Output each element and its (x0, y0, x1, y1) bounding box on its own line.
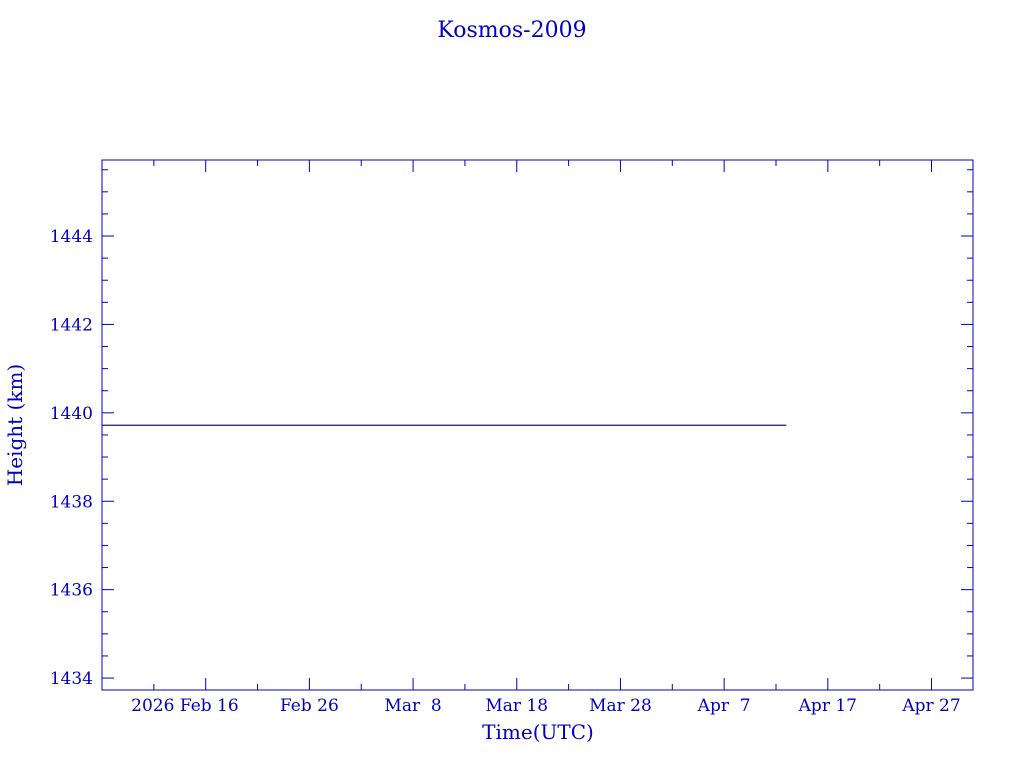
chart-title: Kosmos-2009 (437, 18, 586, 43)
y-tick-label: 1442 (50, 315, 93, 335)
y-axis-label: Height (km) (3, 364, 27, 486)
x-tick-label: Feb 26 (280, 696, 339, 716)
y-tick-label: 1440 (50, 404, 93, 424)
y-tick-label: 1436 (50, 581, 93, 601)
x-tick-label: Apr 7 (697, 696, 751, 716)
x-tick-label: Apr 27 (901, 696, 960, 716)
x-tick-label: 2026 Feb 16 (131, 696, 239, 716)
y-tick-label: 1444 (50, 227, 93, 247)
x-tick-label: Mar 18 (485, 696, 548, 716)
x-tick-label: Apr 17 (798, 696, 857, 716)
x-tick-label: Mar 8 (384, 696, 441, 716)
y-tick-label: 1438 (50, 492, 93, 512)
x-axis-label: Time(UTC) (482, 720, 594, 744)
y-tick-label: 1434 (50, 669, 93, 689)
x-tick-label: Mar 28 (589, 696, 652, 716)
